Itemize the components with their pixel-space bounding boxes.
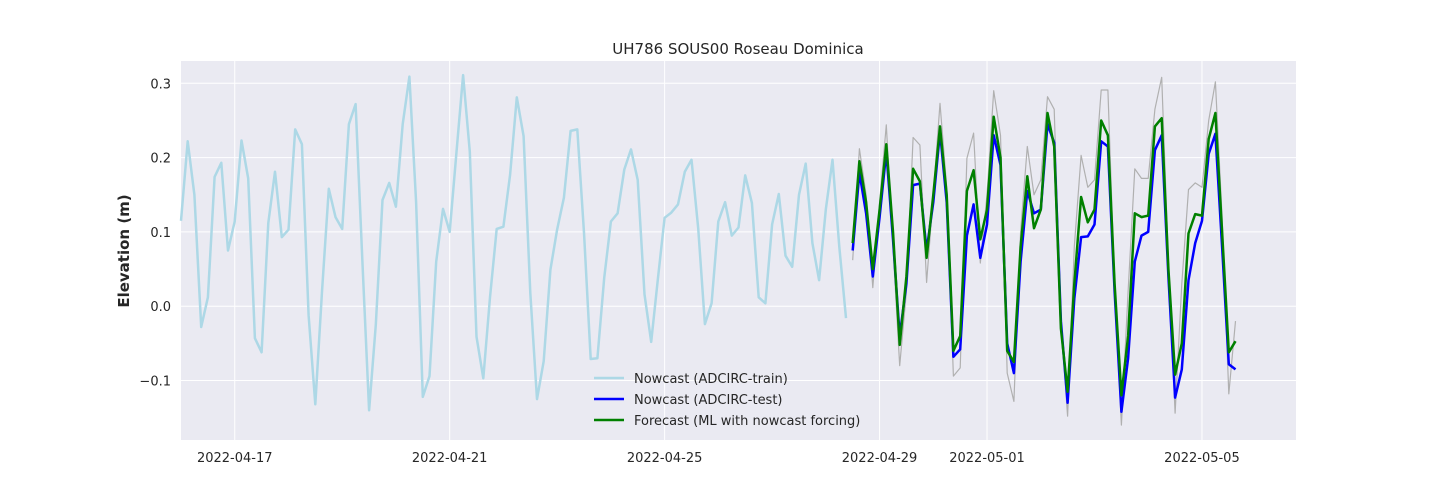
x-tick-label: 2022-04-25 — [627, 451, 703, 466]
series-line-forecast — [851, 111, 1237, 397]
y-axis: −0.1 0.0 0.1 0.2 0.3 — [139, 77, 171, 389]
legend: Nowcast (ADCIRC-train) Nowcast (ADCIRC-t… — [594, 372, 860, 429]
y-tick-label: 0.1 — [150, 226, 171, 241]
legend-label-train: Nowcast (ADCIRC-train) — [634, 372, 788, 387]
legend-item-train: Nowcast (ADCIRC-train) — [594, 372, 788, 387]
x-tick-label: 2022-04-17 — [197, 451, 273, 466]
y-tick-label: 0.0 — [150, 300, 171, 315]
legend-item-test: Nowcast (ADCIRC-test) — [594, 393, 783, 408]
legend-label-test: Nowcast (ADCIRC-test) — [634, 393, 783, 408]
legend-label-forecast: Forecast (ML with nowcast forcing) — [634, 414, 860, 429]
x-tick-label: 2022-04-21 — [412, 451, 488, 466]
x-axis: 2022-04-17 2022-04-21 2022-04-25 2022-04-29… — [197, 451, 1240, 466]
y-tick-label: 0.2 — [150, 152, 171, 167]
y-axis-label: Elevation (m) — [115, 194, 133, 307]
x-tick-label: 2022-05-05 — [1164, 451, 1240, 466]
legend-item-forecast: Forecast (ML with nowcast forcing) — [594, 414, 860, 429]
x-tick-label: 2022-05-01 — [949, 451, 1025, 466]
chart-title: UH786 SOUS00 Roseau Dominica — [612, 40, 863, 58]
series-line-train — [179, 73, 848, 412]
y-tick-label: 0.3 — [150, 77, 171, 92]
x-tick-label: 2022-04-29 — [842, 451, 918, 466]
series-layer — [179, 73, 1237, 426]
y-tick-label: −0.1 — [139, 375, 171, 390]
